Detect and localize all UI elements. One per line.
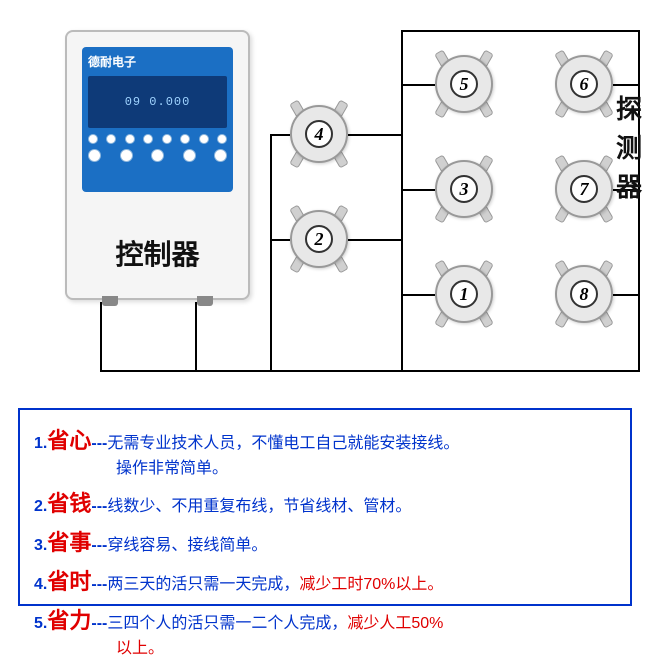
- controller-button: [106, 134, 116, 144]
- benefits-box: 1.省心---无需专业技术人员，不懂电工自己就能安装接线。操作非常简单。 2.省钱…: [18, 408, 632, 606]
- detector-7: 7: [555, 160, 613, 218]
- detector-number: 7: [570, 175, 598, 203]
- controller-button: [217, 134, 227, 144]
- detector-6: 6: [555, 55, 613, 113]
- wiring-diagram: 德耐电子 09 0.000 控制器 4 2 5 3 1 6 7 8 探测器: [0, 0, 650, 400]
- benefit-item: 2.省钱---线数少、不用重复布线，节省线材、管材。: [34, 487, 616, 520]
- detectors-group-label: 探测器: [615, 90, 643, 207]
- detector-1: 1: [435, 265, 493, 323]
- detector-3: 3: [435, 160, 493, 218]
- wire-segment: [403, 84, 435, 86]
- detector-number: 6: [570, 70, 598, 98]
- detector-number: 8: [570, 280, 598, 308]
- benefit-item: 4.省时---两三天的活只需一天完成，减少工时70%以上。: [34, 565, 616, 598]
- wire-segment: [195, 302, 197, 370]
- detector-number: 1: [450, 280, 478, 308]
- controller-button: [180, 134, 190, 144]
- detector-5: 5: [435, 55, 493, 113]
- detector-number: 2: [305, 225, 333, 253]
- wire-segment: [348, 134, 403, 136]
- controller-lcd: 09 0.000: [88, 76, 227, 128]
- wire-segment: [613, 294, 638, 296]
- benefit-item: 5.省力---三四个人的活只需一二个人完成，减少人工50%以上。: [34, 604, 616, 661]
- wire-segment: [348, 239, 403, 241]
- wire-segment: [403, 294, 435, 296]
- detector-number: 5: [450, 70, 478, 98]
- detector-4: 4: [290, 105, 348, 163]
- controller-button: [214, 149, 227, 162]
- wire-segment: [403, 189, 435, 191]
- wire-segment: [100, 370, 640, 372]
- wire-segment: [613, 84, 638, 86]
- wire-segment: [401, 30, 403, 370]
- cable-port: [102, 296, 118, 306]
- wire-segment: [270, 134, 290, 136]
- controller-unit: 德耐电子 09 0.000 控制器: [65, 30, 250, 300]
- controller-button: [199, 134, 209, 144]
- cable-port: [197, 296, 213, 306]
- benefit-item: 3.省事---穿线容易、接线简单。: [34, 526, 616, 559]
- controller-button: [151, 149, 164, 162]
- benefit-item: 1.省心---无需专业技术人员，不懂电工自己就能安装接线。操作非常简单。: [34, 424, 616, 481]
- detector-8: 8: [555, 265, 613, 323]
- controller-button: [125, 134, 135, 144]
- controller-button: [162, 134, 172, 144]
- controller-button-row: [88, 134, 227, 144]
- controller-button: [183, 149, 196, 162]
- wire-segment: [270, 239, 290, 241]
- controller-button: [88, 149, 101, 162]
- detector-2: 2: [290, 210, 348, 268]
- controller-brand: 德耐电子: [88, 53, 227, 70]
- controller-button: [143, 134, 153, 144]
- controller-button-row: [88, 149, 227, 162]
- controller-button: [120, 149, 133, 162]
- controller-panel: 德耐电子 09 0.000: [82, 47, 233, 192]
- wire-segment: [100, 302, 102, 370]
- controller-label: 控制器: [67, 233, 248, 273]
- detector-number: 4: [305, 120, 333, 148]
- wire-segment: [401, 30, 640, 32]
- detector-number: 3: [450, 175, 478, 203]
- controller-button: [88, 134, 98, 144]
- wire-segment: [270, 134, 272, 370]
